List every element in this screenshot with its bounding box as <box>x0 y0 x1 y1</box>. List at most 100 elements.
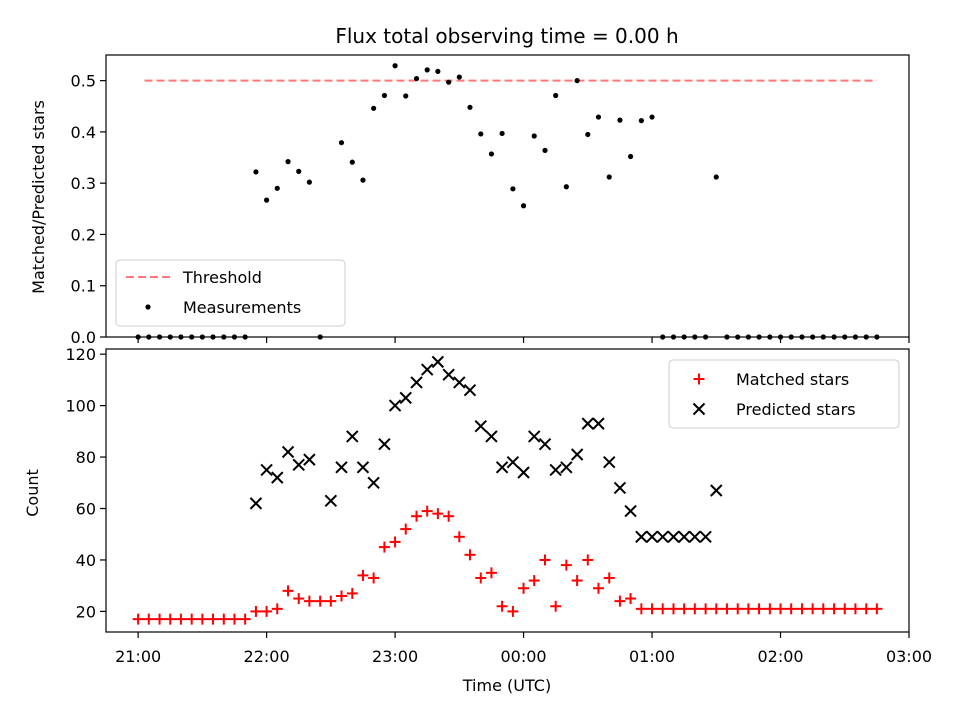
predicted-point-b <box>624 504 637 518</box>
matched-point <box>710 603 722 615</box>
matched-point <box>443 510 455 522</box>
predicted-point-b <box>378 437 391 451</box>
matched-point <box>346 587 358 599</box>
bottom-y-tick-label: 40 <box>76 551 96 570</box>
predicted-point <box>656 530 669 544</box>
measurement-point <box>553 92 559 99</box>
matched-point <box>389 536 401 548</box>
measurement-point <box>510 186 516 192</box>
matched-point <box>625 593 637 605</box>
legend-measurement-swatch <box>145 304 151 310</box>
matched-point <box>614 595 626 607</box>
matched-point <box>378 541 390 553</box>
top-y-tick-label: 0.3 <box>71 174 96 193</box>
predicted-point <box>367 476 380 489</box>
bottom-x-tick-label: 01:00 <box>629 647 675 666</box>
top-y-tick-label: 0.5 <box>71 72 96 91</box>
predicted-point <box>485 430 498 443</box>
matched-point <box>785 603 797 615</box>
matched-point <box>186 613 198 625</box>
predicted-point-b <box>495 461 509 474</box>
measurement-point <box>638 118 644 124</box>
predicted-point <box>517 466 530 479</box>
matched-point <box>164 613 176 625</box>
legend-matched-label: Matched stars <box>736 370 849 389</box>
predicted-point-b <box>603 455 616 469</box>
predicted-point <box>645 530 659 544</box>
top-y-tick-label: 0.0 <box>71 328 96 347</box>
predicted-point <box>667 530 680 544</box>
matched-point <box>250 605 262 617</box>
predicted-point-b <box>699 530 712 544</box>
bottom-x-tick-label: 21:00 <box>115 647 161 666</box>
matched-point <box>550 600 562 612</box>
chart-title: Flux total observing time = 0.00 h <box>335 24 678 48</box>
matched-point <box>432 508 444 520</box>
bottom-x-tick-label: 02:00 <box>757 647 803 666</box>
bottom-x-tick-label: 00:00 <box>501 647 547 666</box>
predicted-point-b <box>271 471 284 484</box>
matched-point <box>175 613 187 625</box>
predicted-point-b <box>549 463 562 477</box>
predicted-point <box>603 455 616 469</box>
matched-point <box>775 603 787 615</box>
matched-point <box>657 603 669 615</box>
matched-point <box>742 603 754 615</box>
predicted-point <box>356 461 370 474</box>
matched-point <box>807 603 819 615</box>
matched-point <box>336 590 348 602</box>
top-y-axis-label: Matched/Predicted stars <box>29 100 48 294</box>
predicted-point <box>581 417 595 430</box>
predicted-point <box>420 363 434 376</box>
predicted-point-b <box>485 430 498 443</box>
predicted-point-b <box>249 497 263 510</box>
bottom-legend-box <box>668 359 900 429</box>
measurement-point <box>274 185 280 191</box>
predicted-point <box>271 471 284 484</box>
matched-point <box>828 603 840 615</box>
predicted-point <box>613 481 627 495</box>
predicted-point-b <box>710 484 723 497</box>
predicted-point <box>528 430 541 443</box>
top-y-tick-label: 0.4 <box>71 123 96 142</box>
predicted-point <box>388 399 402 412</box>
measurement-point <box>606 174 612 180</box>
predicted-point <box>410 376 423 389</box>
matched-point <box>839 603 851 615</box>
predicted-point <box>570 448 584 461</box>
predicted-point-b <box>367 476 380 489</box>
matched-point <box>732 603 744 615</box>
top-y-tick-label: 0.2 <box>71 225 96 244</box>
predicted-point-b <box>410 376 423 389</box>
measurement-point <box>264 197 270 203</box>
predicted-point <box>688 530 702 544</box>
bottom-plot-frame <box>105 348 910 633</box>
measurement-point <box>713 174 719 180</box>
matched-point <box>282 585 294 597</box>
predicted-point-b <box>677 530 691 544</box>
predicted-point-b <box>431 355 445 369</box>
predicted-point <box>346 430 359 443</box>
predicted-point <box>677 530 691 544</box>
matched-point <box>603 572 615 584</box>
predicted-point-b <box>324 494 338 507</box>
measurement-point <box>392 63 398 69</box>
predicted-point-b <box>346 430 359 443</box>
matched-point <box>592 582 604 594</box>
bottom-x-tick-label: 23:00 <box>372 647 418 666</box>
matched-point <box>464 549 476 561</box>
predicted-point-b <box>688 530 702 544</box>
top-legend-box <box>115 259 346 327</box>
bottom-panel: Count Time (UTC) 20 40 60 80 100 120 21:00 22:… <box>23 345 932 695</box>
predicted-stars-points <box>249 355 723 544</box>
matched-point <box>871 603 883 615</box>
bottom-legend: Matched stars Predicted stars <box>668 359 900 429</box>
measurement-point <box>413 75 420 82</box>
measurement-point <box>499 130 505 137</box>
matched-point <box>571 575 583 587</box>
legend-predicted-label: Predicted stars <box>736 400 856 419</box>
predicted-point-b <box>506 455 520 469</box>
predicted-point-b <box>453 376 466 389</box>
predicted-point-b <box>281 445 295 459</box>
